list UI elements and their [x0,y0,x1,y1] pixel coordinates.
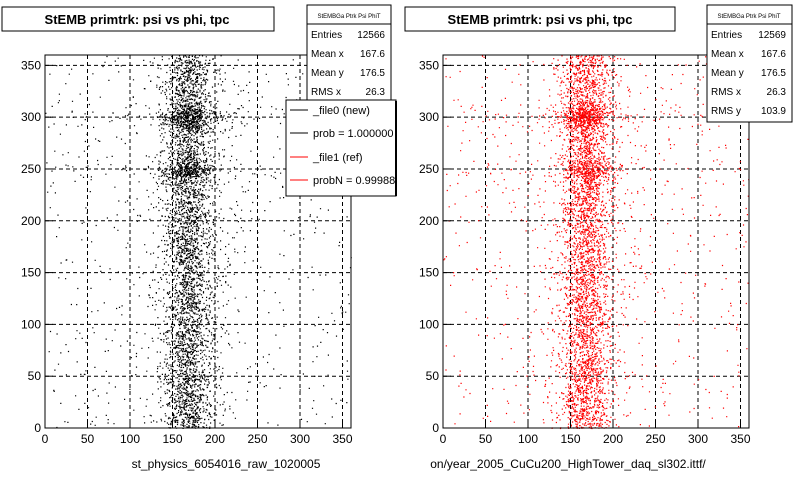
legend-box: _file0 (new) prob = 1.000000 _file1 (ref… [285,99,397,197]
left-ytick-label-350: 350 [21,58,41,72]
right-stats-rmsx-value: 26.3 [767,87,787,98]
right-chart-title: StEMB primtrk: psi vs phi, tpc [448,12,633,27]
left-xtick-label-250: 250 [247,432,267,446]
right-stats-frame [706,4,793,123]
left-stats-meany-label: Mean y [311,68,344,79]
right-xtick-label-100: 100 [518,432,538,446]
right-ytick-label-200: 200 [419,214,439,228]
left-ytick-label-100: 100 [21,317,41,331]
right-stats-rmsy-value: 103.9 [761,106,786,117]
right-ytick-label-0: 0 [432,421,439,435]
right-ytick-label-100: 100 [419,317,439,331]
left-stats-rmsx-value: 26.3 [366,87,386,98]
left-xtick-label-150: 150 [162,432,182,446]
right-stats-meany-label: Mean y [711,68,744,79]
right-stats-box: StEMBGa Ptrk Psi PhiT Entries 12569 Mean… [706,4,793,123]
right-scatter-points [443,55,750,430]
right-xtick-label-50: 50 [479,432,493,446]
left-ytick-label-150: 150 [21,266,41,280]
left-xtick-label-100: 100 [120,432,140,446]
left-xtick-label-0: 0 [42,432,49,446]
right-scatter-marks [443,55,750,430]
right-panel: StEMB primtrk: psi vs phi, tpc 0 50 100 150… [404,4,793,471]
right-plot-frame [442,54,750,429]
right-xtick-label-250: 250 [645,432,665,446]
left-xtick-label-350: 350 [332,432,352,446]
left-plot-area: 0 50 100 150 200 250 300 350 0 50 100 150 200 250 300… [21,54,353,446]
right-xtick-label-300: 300 [688,432,708,446]
left-stats-entries-label: Entries [311,30,342,41]
left-xtick-label-300: 300 [290,432,310,446]
right-xtick-label-200: 200 [603,432,623,446]
left-title-box [1,6,275,32]
right-stats-entries-value: 12569 [758,30,786,41]
right-stats-meanx-value: 167.6 [761,49,786,60]
right-stats-meany-value: 176.5 [761,68,786,79]
right-ytick-label-150: 150 [419,266,439,280]
right-ytick-label-350: 350 [419,58,439,72]
right-stats-entries-label: Entries [711,30,742,41]
legend-label-file0: _file0 (new) [312,105,370,117]
left-stats-meanx-label: Mean x [311,49,344,60]
legend-label-file1: _file1 (ref) [312,152,363,164]
left-chart-title: StEMB primtrk: psi vs phi, tpc [45,12,230,27]
legend-label-probN: probN = 0.99988 [313,175,395,187]
right-ytick-label-250: 250 [419,162,439,176]
left-scatter-points [45,55,353,429]
right-xtick-label-350: 350 [730,432,750,446]
right-x-axis-label: on/year_2005_CuCu200_HighTower_daq_sl302… [430,457,706,471]
right-x-tick-marks: 0 50 100 150 200 250 300 350 [440,420,751,446]
right-stats-rmsy-label: RMS y [711,106,741,117]
left-stats-frame [306,4,392,111]
left-scatter-marks [45,55,353,429]
left-stats-box: StEMBGa Ptrk Psi PhiT Entries 12566 Mean… [306,4,392,111]
right-title-box [404,6,676,32]
left-panel: StEMB primtrk: psi vs phi, tpc 0 50 100 150… [1,2,397,471]
right-ytick-label-50: 50 [426,369,440,383]
left-xtick-label-50: 50 [81,432,95,446]
left-x-tick-marks: 0 50 100 150 200 250 300 350 [42,420,353,446]
right-stats-rmsx-label: RMS x [711,87,741,98]
left-xtick-label-200: 200 [205,432,225,446]
left-plot-frame [44,54,352,429]
left-y-tick-marks: 0 50 100 150 200 250 300 350 [21,58,53,435]
right-stats-header: StEMBGa Ptrk Psi PhiT [717,14,780,20]
left-ytick-label-250: 250 [21,162,41,176]
left-stats-entries-value: 12566 [357,30,385,41]
right-ytick-label-300: 300 [419,110,439,124]
left-ytick-label-300: 300 [21,110,41,124]
legend-label-prob: prob = 1.000000 [313,128,393,140]
left-ytick-label-0: 0 [34,421,41,435]
left-stats-meanx-value: 167.6 [360,49,385,60]
left-stats-header: StEMBGa Ptrk Psi PhiT [317,14,380,20]
right-y-tick-marks: 0 50 100 150 200 250 300 350 [419,58,451,435]
right-xtick-label-0: 0 [440,432,447,446]
right-stats-meanx-label: Mean x [711,49,744,60]
left-ytick-label-200: 200 [21,214,41,228]
right-plot-area: 0 50 100 150 200 250 300 350 0 50 100 150 200 250 300… [419,54,751,446]
left-ytick-label-50: 50 [28,369,42,383]
left-stats-rmsx-label: RMS x [311,87,341,98]
right-xtick-label-150: 150 [560,432,580,446]
left-stats-meany-value: 176.5 [360,68,385,79]
left-x-axis-label: st_physics_6054016_raw_1020005 [132,457,321,471]
